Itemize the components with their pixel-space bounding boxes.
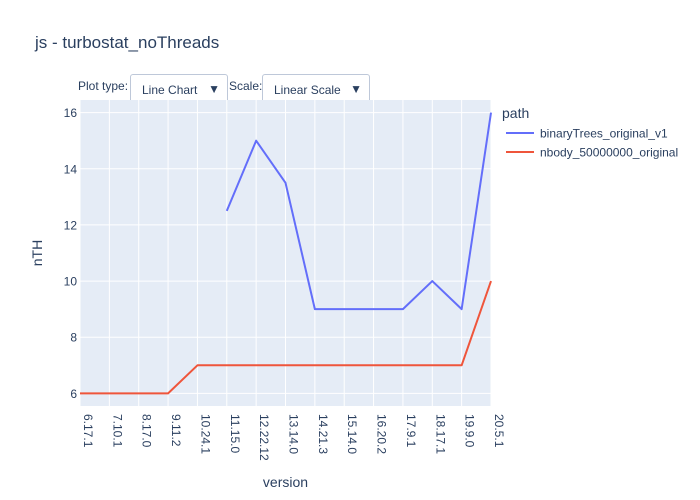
legend-item-label: binaryTrees_original_v1 [540, 127, 668, 141]
x-tick-label: 20.5.1 [492, 414, 506, 448]
chevron-down-icon: ▼ [350, 82, 362, 96]
x-tick-label: 19.9.0 [463, 414, 477, 448]
chart-title: js - turbostat_noThreads [35, 33, 220, 52]
series-lines [80, 112, 492, 395]
y-axis-ticks: 6 8 10 12 14 16 [64, 106, 78, 401]
y-tick-label: 12 [64, 218, 78, 232]
x-tick-label: 16.20.2 [375, 414, 389, 454]
series-line-1 [225, 112, 492, 311]
grid-lines [79, 100, 492, 406]
legend: path binaryTrees_original_v1 nbody_500000… [502, 105, 678, 160]
y-tick-label: 14 [64, 162, 78, 176]
plot-type-label: Plot type: [78, 79, 129, 93]
plot-area [80, 100, 491, 406]
series-line-2 [80, 280, 492, 395]
x-tick-label: 18.17.1 [433, 414, 447, 454]
x-axis-label: version [263, 474, 308, 490]
x-tick-label: 13.14.0 [287, 414, 301, 454]
x-tick-label: 15.14.0 [345, 414, 359, 454]
x-tick-label: 9.11.2 [169, 414, 183, 447]
y-axis-label: nTH [29, 240, 45, 266]
x-axis-ticks: 6.17.1 7.10.1 8.17.0 9.11.2 10.24.1 11.15.0 12… [81, 414, 506, 461]
x-tick-label: 11.15.0 [228, 414, 242, 453]
y-tick-label: 8 [70, 331, 77, 345]
x-tick-label: 12.22.12 [257, 414, 271, 461]
y-tick-label: 6 [70, 387, 77, 401]
scale-value: Linear Scale [274, 83, 341, 97]
x-tick-label: 8.17.0 [140, 414, 154, 448]
legend-item-label: nbody_50000000_original [540, 146, 678, 160]
y-tick-label: 16 [64, 106, 78, 120]
plot-type-value: Line Chart [142, 83, 198, 97]
scale-dropdown[interactable]: Linear Scale ▼ [262, 74, 370, 106]
chevron-down-icon: ▼ [208, 82, 220, 96]
plot-type-dropdown[interactable]: Line Chart ▼ [130, 74, 228, 106]
x-tick-label: 17.9.1 [404, 414, 418, 448]
x-tick-label: 10.24.1 [198, 414, 212, 454]
legend-title: path [502, 105, 529, 121]
x-tick-label: 7.10.1 [110, 414, 124, 448]
y-tick-label: 10 [64, 275, 78, 289]
x-tick-label: 6.17.1 [81, 414, 95, 448]
x-tick-label: 14.21.3 [316, 414, 330, 454]
scale-label: Scale: [229, 79, 263, 93]
